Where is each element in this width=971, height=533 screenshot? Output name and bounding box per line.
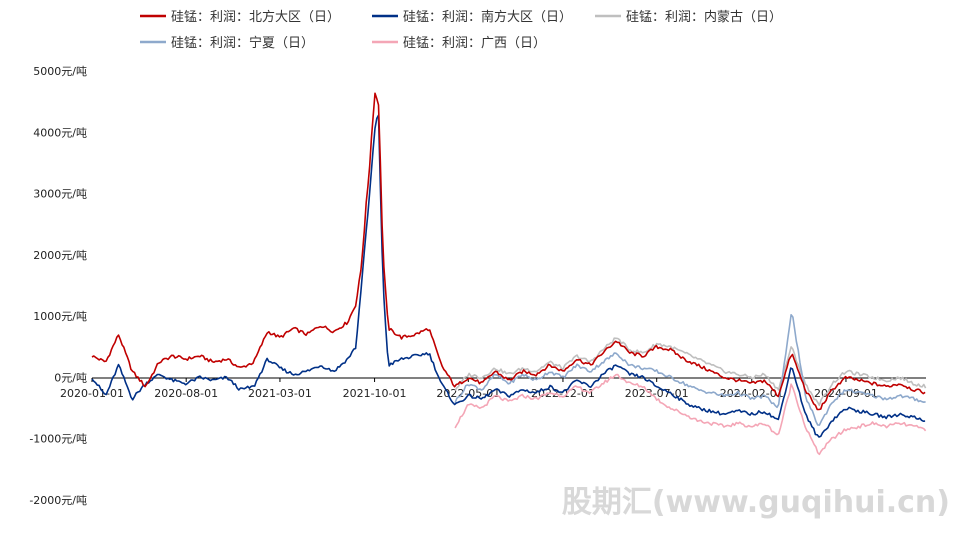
y-tick-label: 5000元/吨 <box>33 65 87 78</box>
x-tick-label: 2024-09-01 <box>814 387 878 400</box>
x-tick-label: 2021-10-01 <box>343 387 407 400</box>
series-line <box>91 114 926 438</box>
y-tick-label: 3000元/吨 <box>33 188 87 201</box>
x-tick-label: 2022-12-01 <box>531 387 595 400</box>
x-axis: 2020-01-01 2020-08-01 2021-03-01 2021-10-01… <box>60 377 926 400</box>
series-line <box>454 373 927 456</box>
series-line <box>454 314 926 426</box>
legend-label: 硅锰：利润：广西（日） <box>403 36 546 51</box>
legend-label: 硅锰：利润：宁夏（日） <box>171 35 314 51</box>
y-tick-label: 4000元/吨 <box>33 126 87 139</box>
watermark: 股期汇(www.guqihui.cn) <box>562 485 950 520</box>
legend: 硅锰：利润：北方大区（日） 硅锰：利润：南方大区（日） 硅锰：利润：内蒙古（日） 硅锰… <box>140 9 782 51</box>
y-tick-label: -1000元/吨 <box>29 433 87 446</box>
series-line <box>91 92 926 411</box>
legend-label: 硅锰：利润：内蒙古（日） <box>626 9 782 25</box>
legend-label: 硅锰：利润：北方大区（日） <box>171 9 340 25</box>
legend-label: 硅锰：利润：南方大区（日） <box>403 9 572 25</box>
y-axis: 5000元/吨 4000元/吨 3000元/吨 2000元/吨 1000元/吨 0元/吨 -… <box>29 65 87 507</box>
x-tick-label: 2020-01-01 <box>60 387 124 400</box>
series-line <box>454 337 927 407</box>
y-tick-label: 1000元/吨 <box>33 310 87 323</box>
y-tick-label: 0元/吨 <box>54 371 87 384</box>
x-tick-label: 2023-07-01 <box>625 387 689 400</box>
y-tick-label: -2000元/吨 <box>29 494 87 507</box>
x-tick-label: 2021-03-01 <box>248 387 312 400</box>
x-tick-label: 2020-08-01 <box>154 387 218 400</box>
plot-area <box>91 92 927 456</box>
y-tick-label: 2000元/吨 <box>33 249 87 262</box>
